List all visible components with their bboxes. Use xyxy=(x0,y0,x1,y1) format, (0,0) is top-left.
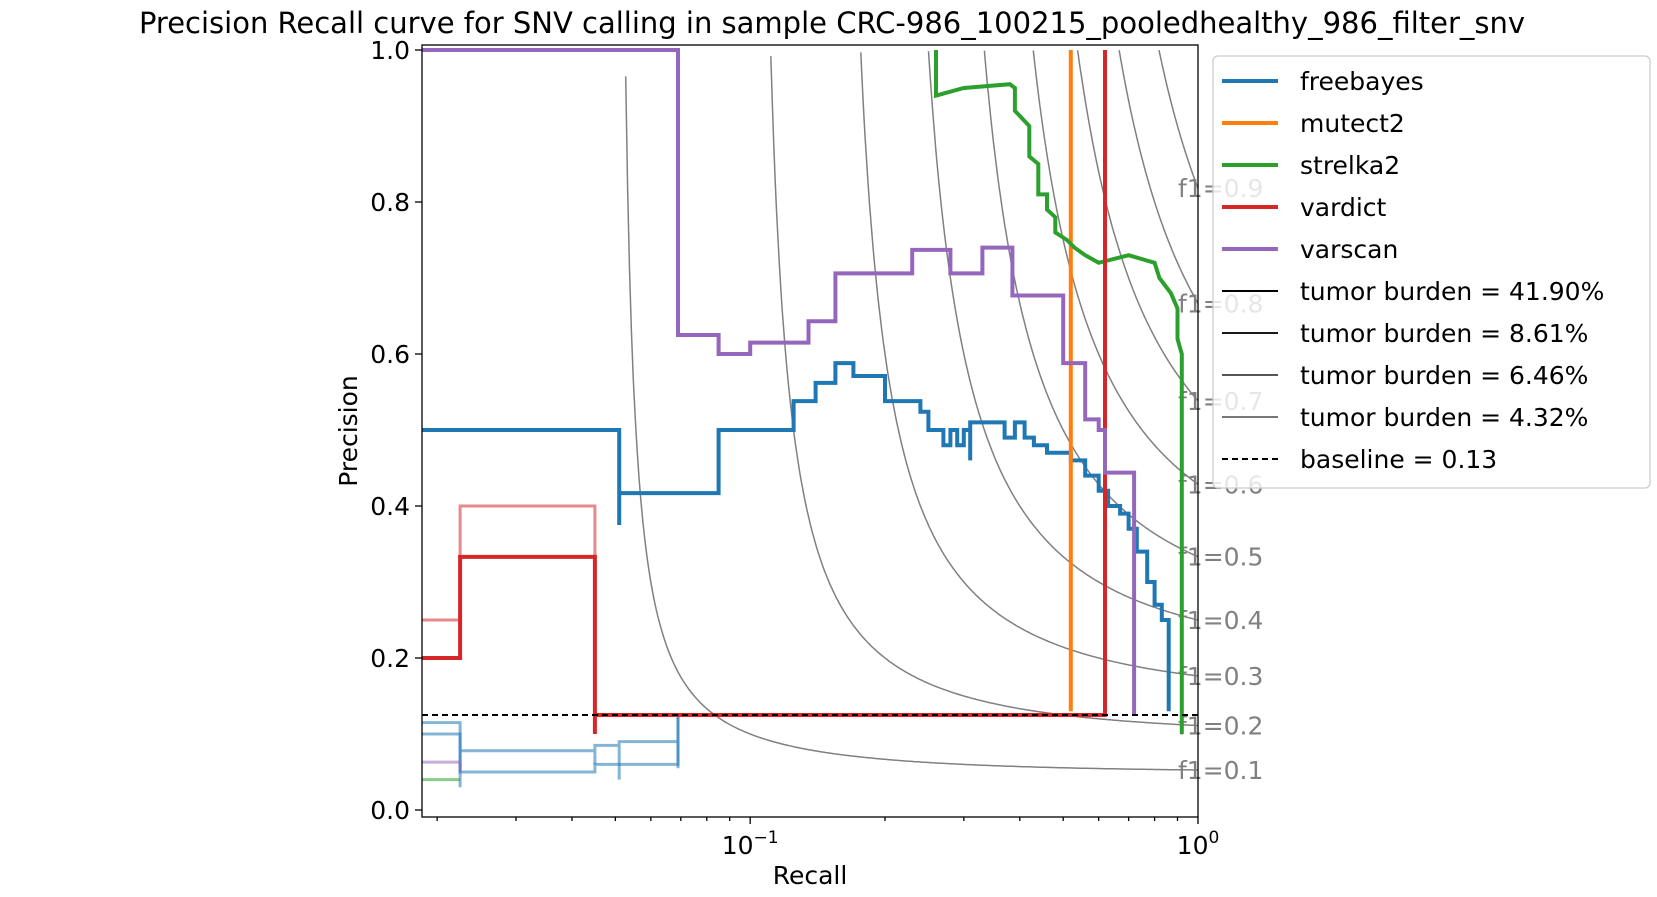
x-tick-label: 10−1 xyxy=(722,828,779,860)
y-tick-label: 0.6 xyxy=(370,340,410,369)
pr-curves xyxy=(422,48,1184,734)
legend-label: freebayes xyxy=(1300,67,1424,96)
series-strelka2 xyxy=(934,50,1184,734)
legend-label: tumor burden = 4.32% xyxy=(1300,403,1588,432)
series-varscan xyxy=(422,48,1137,715)
y-axis-ticks: 0.0 0.2 0.4 0.6 0.8 1.0 xyxy=(370,36,422,825)
f1-isoline xyxy=(770,56,1198,727)
legend-label: varscan xyxy=(1300,235,1398,264)
f1-isoline xyxy=(1158,49,1198,189)
x-tick-base: 10 xyxy=(722,831,754,860)
y-tick-label: 0.2 xyxy=(370,644,410,673)
legend-label: mutect2 xyxy=(1300,109,1405,138)
y-tick-label: 0.4 xyxy=(370,492,410,521)
f1-label: f1=0.1 xyxy=(1178,756,1263,785)
x-tick-exponent: 0 xyxy=(1208,828,1219,848)
x-tick-base: 10 xyxy=(1177,831,1209,860)
f1-isoline xyxy=(1076,50,1198,402)
legend-label: tumor burden = 41.90% xyxy=(1300,277,1604,306)
f1-label: f1=0.4 xyxy=(1178,606,1263,635)
chart-title: Precision Recall curve for SNV calling i… xyxy=(139,6,1525,40)
x-tick-label: 100 xyxy=(1177,828,1220,860)
y-axis-label: Precision xyxy=(334,375,363,487)
f1-isoline xyxy=(624,76,1198,771)
series-freebayes xyxy=(422,361,1171,712)
plot-frame xyxy=(421,44,1199,818)
legend-label: vardict xyxy=(1300,193,1387,222)
f1-label: f1=0.3 xyxy=(1178,662,1263,691)
legend-label: strelka2 xyxy=(1300,151,1400,180)
f1-label: f1=0.5 xyxy=(1178,543,1263,572)
x-axis-ticks: 10−1 100 xyxy=(436,817,1220,860)
y-tick-label: 0.0 xyxy=(370,796,410,825)
faint-curve xyxy=(422,504,597,715)
series-vardict xyxy=(422,50,1107,734)
x-axis-label: Recall xyxy=(773,861,848,890)
legend-box xyxy=(1212,55,1651,489)
y-tick-label: 0.8 xyxy=(370,188,410,217)
faint-curve xyxy=(422,715,680,774)
legend: freebayes mutect2 strelka2 vardict varscan tu… xyxy=(1212,55,1651,489)
f1-isoline xyxy=(1032,50,1198,485)
f1-isolines xyxy=(624,49,1198,771)
y-tick-label: 1.0 xyxy=(370,36,410,65)
legend-label: baseline = 0.13 xyxy=(1300,445,1497,474)
faint-curve xyxy=(422,760,462,772)
f1-isoline xyxy=(1118,50,1198,304)
legend-label: tumor burden = 8.61% xyxy=(1300,319,1588,348)
legend-label: tumor burden = 6.46% xyxy=(1300,361,1588,390)
f1-label: f1=0.2 xyxy=(1178,712,1263,741)
f1-isoline xyxy=(860,52,1198,677)
f1-isoline xyxy=(983,50,1198,558)
x-tick-exponent: −1 xyxy=(754,828,779,848)
